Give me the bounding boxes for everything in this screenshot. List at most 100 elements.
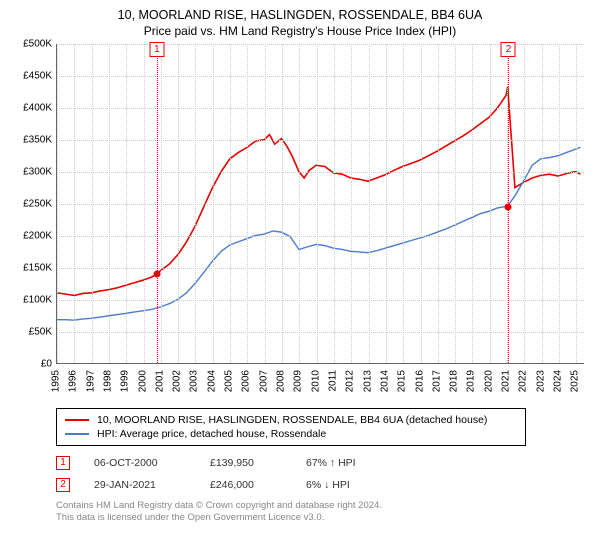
legend: 10, MOORLAND RISE, HASLINGDEN, ROSSENDAL… xyxy=(56,408,526,446)
grid-line-v xyxy=(317,44,318,363)
x-tick-label: 2025 xyxy=(570,370,581,392)
legend-label: 10, MOORLAND RISE, HASLINGDEN, ROSSENDAL… xyxy=(97,414,487,426)
title-block: 10, MOORLAND RISE, HASLINGDEN, ROSSENDAL… xyxy=(12,8,588,38)
grid-line-v xyxy=(57,44,58,363)
x-tick-label: 2001 xyxy=(154,370,165,392)
event-pct: 67% ↑ HPI xyxy=(306,457,406,469)
y-tick-label: £50K xyxy=(29,327,52,338)
series-line-hpi xyxy=(57,147,581,320)
grid-line-v xyxy=(265,44,266,363)
x-tick-label: 1995 xyxy=(51,370,62,392)
y-axis: £0£50K£100K£150K£200K£250K£300K£350K£400… xyxy=(12,44,56,364)
grid-line-v xyxy=(247,44,248,363)
grid-line-v xyxy=(230,44,231,363)
grid-line-v xyxy=(213,44,214,363)
x-tick-label: 2008 xyxy=(276,370,287,392)
grid-line-v xyxy=(161,44,162,363)
marker-box-1: 1 xyxy=(149,42,164,57)
series-line-price_paid xyxy=(57,87,581,296)
footer-attribution: Contains HM Land Registry data © Crown c… xyxy=(56,500,588,524)
grid-line-h xyxy=(57,108,584,109)
footer-line-2: This data is licensed under the Open Gov… xyxy=(56,512,588,524)
event-number-box: 1 xyxy=(56,456,70,470)
x-tick-label: 1996 xyxy=(68,370,79,392)
grid-line-v xyxy=(490,44,491,363)
y-tick-label: £300K xyxy=(23,167,52,178)
grid-line-v xyxy=(559,44,560,363)
legend-swatch xyxy=(65,433,89,435)
marker-line-1 xyxy=(157,44,158,363)
grid-line-v xyxy=(299,44,300,363)
event-row: 1 06-OCT-2000 £139,950 67% ↑ HPI xyxy=(56,454,588,476)
grid-line-v xyxy=(438,44,439,363)
x-axis: 1995199619971998199920002001200220032004… xyxy=(56,364,584,404)
x-tick-label: 1997 xyxy=(85,370,96,392)
x-tick-label: 2006 xyxy=(241,370,252,392)
grid-line-v xyxy=(92,44,93,363)
chart-area: £0£50K£100K£150K£200K£250K£300K£350K£400… xyxy=(12,44,588,404)
event-number-box: 2 xyxy=(56,478,70,492)
x-tick-label: 2019 xyxy=(466,370,477,392)
grid-line-v xyxy=(421,44,422,363)
event-price: £139,950 xyxy=(210,457,282,469)
grid-line-v xyxy=(195,44,196,363)
marker-dot-2 xyxy=(505,203,512,210)
grid-line-v xyxy=(472,44,473,363)
grid-line-v xyxy=(109,44,110,363)
x-tick-label: 2007 xyxy=(258,370,269,392)
x-tick-label: 2017 xyxy=(431,370,442,392)
grid-line-v xyxy=(369,44,370,363)
y-tick-label: £100K xyxy=(23,295,52,306)
event-table: 1 06-OCT-2000 £139,950 67% ↑ HPI 229-JAN-202… xyxy=(56,454,588,498)
x-tick-label: 2018 xyxy=(449,370,460,392)
x-tick-label: 2024 xyxy=(553,370,564,392)
grid-line-v xyxy=(455,44,456,363)
legend-item: 10, MOORLAND RISE, HASLINGDEN, ROSSENDAL… xyxy=(65,413,517,427)
grid-line-h xyxy=(57,76,584,77)
grid-line-v xyxy=(524,44,525,363)
y-tick-label: £0 xyxy=(41,359,52,370)
x-tick-label: 2009 xyxy=(293,370,304,392)
y-tick-label: £450K xyxy=(23,71,52,82)
y-tick-label: £150K xyxy=(23,263,52,274)
legend-swatch xyxy=(65,419,89,421)
grid-line-v xyxy=(282,44,283,363)
marker-dot-1 xyxy=(153,271,160,278)
x-tick-label: 2003 xyxy=(189,370,200,392)
grid-line-v xyxy=(542,44,543,363)
x-tick-label: 2002 xyxy=(172,370,183,392)
event-row: 229-JAN-2021£246,0006% ↓ HPI xyxy=(56,476,588,498)
grid-line-h xyxy=(57,300,584,301)
y-tick-label: £400K xyxy=(23,103,52,114)
grid-line-h xyxy=(57,236,584,237)
y-tick-label: £200K xyxy=(23,231,52,242)
x-tick-label: 1999 xyxy=(120,370,131,392)
grid-line-v xyxy=(386,44,387,363)
plot-area: 12 xyxy=(56,44,584,364)
y-tick-label: £500K xyxy=(23,39,52,50)
grid-line-v xyxy=(576,44,577,363)
x-tick-label: 2012 xyxy=(345,370,356,392)
x-tick-label: 2010 xyxy=(310,370,321,392)
grid-line-v xyxy=(144,44,145,363)
grid-line-v xyxy=(126,44,127,363)
x-tick-label: 2021 xyxy=(501,370,512,392)
x-tick-label: 2016 xyxy=(414,370,425,392)
grid-line-v xyxy=(178,44,179,363)
x-tick-label: 2022 xyxy=(518,370,529,392)
x-tick-label: 1998 xyxy=(102,370,113,392)
event-pct: 6% ↓ HPI xyxy=(306,479,406,491)
title-main: 10, MOORLAND RISE, HASLINGDEN, ROSSENDAL… xyxy=(12,8,588,22)
x-tick-label: 2005 xyxy=(224,370,235,392)
grid-line-v xyxy=(351,44,352,363)
x-tick-label: 2000 xyxy=(137,370,148,392)
grid-line-h xyxy=(57,332,584,333)
grid-line-h xyxy=(57,268,584,269)
grid-line-v xyxy=(74,44,75,363)
x-tick-label: 2014 xyxy=(379,370,390,392)
title-sub: Price paid vs. HM Land Registry's House … xyxy=(12,24,588,38)
event-date: 06-OCT-2000 xyxy=(94,457,186,469)
x-tick-label: 2011 xyxy=(327,370,338,392)
marker-box-2: 2 xyxy=(501,42,516,57)
legend-label: HPI: Average price, detached house, Ross… xyxy=(97,428,326,440)
